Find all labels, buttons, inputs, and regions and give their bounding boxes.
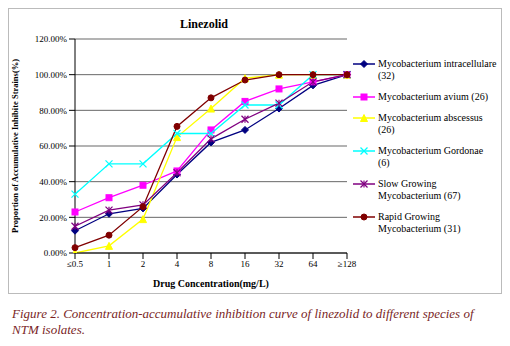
html-text:Mycobacterium Gordonae (6): Mycobacterium Gordonae (6): [378, 145, 484, 168]
svg-text:0.00%: 0.00%: [44, 248, 68, 258]
html-text:Mycobacterium abscessus (26): Mycobacterium abscessus (26): [378, 112, 483, 135]
svg-text:1: 1: [107, 259, 112, 269]
svg-text:40.00%: 40.00%: [39, 177, 67, 187]
svg-text:100.00%: 100.00%: [35, 70, 68, 80]
svg-text:80.00%: 80.00%: [39, 106, 67, 116]
html-text:Mycobacterium intracellulare (: Mycobacterium intracellulare (32): [378, 58, 497, 81]
svg-text:32: 32: [275, 259, 284, 269]
html-text:Slow Growing Mycobacterium (67: Slow Growing Mycobacterium (67): [378, 178, 461, 201]
svg-text:64: 64: [309, 259, 319, 269]
svg-text:4: 4: [175, 259, 180, 269]
svg-text:Proportion of Accumulative Inh: Proportion of Accumulative Inhibite Stra…: [10, 59, 20, 233]
svg-text:2: 2: [141, 259, 146, 269]
svg-text:16: 16: [241, 259, 251, 269]
svg-text:8: 8: [209, 259, 214, 269]
html-text:Figure 2. Concentration-accumu: Figure 2. Concentration-accumulative inh…: [12, 306, 474, 337]
html-text:Linezolid: Linezolid: [180, 17, 228, 31]
html-text:Mycobacterium avium (26): Mycobacterium avium (26): [378, 91, 488, 102]
svg-text:≤0.5: ≤0.5: [67, 259, 84, 269]
svg-text:≥128: ≥128: [338, 259, 357, 269]
html-text:Rapid Growing Mycobacterium (3: Rapid Growing Mycobacterium (31): [378, 211, 461, 234]
svg-text:60.00%: 60.00%: [39, 141, 67, 151]
svg-text:20.00%: 20.00%: [39, 213, 67, 223]
svg-text:Drug Concentration(mg/L): Drug Concentration(mg/L): [153, 278, 269, 290]
svg-text:120.00%: 120.00%: [35, 34, 68, 44]
